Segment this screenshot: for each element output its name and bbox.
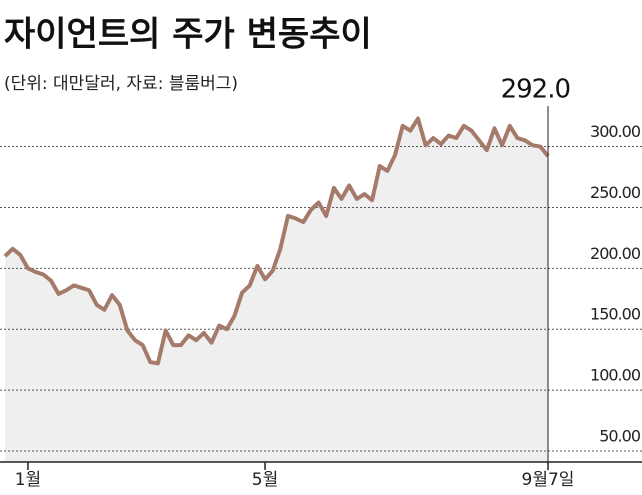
y-tick-label: 150.00	[590, 305, 641, 324]
y-tick-label: 200.00	[590, 244, 641, 263]
y-tick-label: 50.00	[599, 427, 641, 446]
x-tick-label: 9월7일	[522, 470, 575, 490]
y-tick-label: 100.00	[590, 366, 641, 385]
x-tick-label: 1월	[15, 470, 41, 490]
area	[5, 118, 548, 463]
value-label: 292.0	[501, 75, 570, 105]
chart-title: 자이언트의 주가 변동추이	[4, 15, 372, 55]
y-tick-label: 250.00	[590, 183, 641, 202]
line	[3, 116, 550, 366]
y-tick-label: 300.00	[590, 122, 641, 141]
chart-subtitle: (단위: 대만달러, 자료: 블룸버그)	[4, 74, 238, 94]
x-tick-label: 5월	[252, 470, 278, 490]
